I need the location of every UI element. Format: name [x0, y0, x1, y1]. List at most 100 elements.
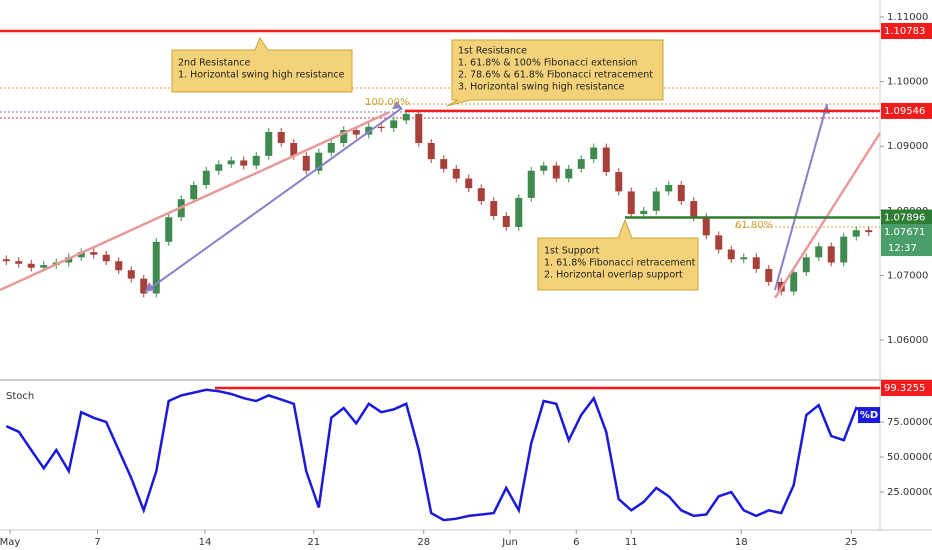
annotation-text: 2. Horizontal overlap support — [544, 270, 683, 281]
candle-body — [540, 165, 548, 171]
trend-line — [0, 110, 391, 292]
annotation-text: 3. Horizontal swing high resistance — [458, 82, 625, 93]
y-tick-label: 25.00000 — [887, 487, 932, 498]
candle-body — [90, 252, 98, 255]
candle-body — [502, 215, 510, 227]
candle-body — [490, 201, 498, 216]
candle-body — [2, 259, 10, 262]
candle-body — [615, 172, 623, 192]
candle-body — [290, 142, 298, 156]
candle-body — [377, 126, 385, 129]
candle-body — [240, 160, 248, 166]
candle-body — [227, 160, 235, 165]
y-tick-label: 1.09000 — [887, 141, 928, 152]
x-tick-label: 11 — [625, 537, 638, 548]
candle-body — [127, 270, 135, 279]
candle-body — [765, 268, 773, 282]
level-label-box — [881, 209, 932, 226]
last-price-label: 1.07671 — [884, 227, 925, 238]
candle-body — [102, 254, 110, 262]
candle-body — [677, 184, 685, 202]
candle-body — [690, 201, 698, 218]
series-label: %D — [860, 410, 878, 421]
candle-body — [515, 197, 523, 227]
x-tick-label: 6 — [573, 537, 579, 548]
annotation-text: 1. Horizontal swing high resistance — [178, 70, 345, 81]
candle-body — [552, 165, 560, 179]
candle-body — [577, 159, 585, 169]
candle-body — [815, 246, 823, 258]
countdown-label: 12:37 — [888, 243, 917, 254]
arrow-line — [774, 103, 828, 291]
x-tick-label: 21 — [307, 537, 320, 548]
x-tick-label: May — [0, 537, 20, 548]
candle-body — [352, 130, 360, 135]
candle-body — [790, 272, 798, 292]
indicator-name: Stoch — [6, 391, 34, 402]
trend-drawings — [0, 101, 882, 299]
candle-body — [427, 142, 435, 160]
candle-body — [165, 217, 173, 242]
candle-body — [327, 142, 335, 153]
level-label: 1.09546 — [884, 106, 925, 117]
x-tick-label: 28 — [417, 537, 430, 548]
candle-body — [590, 147, 598, 160]
trend-line — [773, 132, 882, 299]
candle-body — [15, 261, 23, 264]
candle-body — [752, 257, 760, 269]
candle-body — [452, 168, 460, 179]
candle-body — [252, 155, 260, 166]
candle-body — [140, 278, 148, 294]
stoch-line — [5, 388, 870, 522]
candle-body — [827, 246, 835, 263]
candle-body — [702, 217, 710, 236]
candle-body — [715, 235, 723, 250]
candle-body — [652, 191, 660, 211]
candle-body — [77, 252, 85, 258]
candle-body — [190, 184, 198, 200]
x-tick-label: 18 — [735, 537, 748, 548]
x-tick-label: Jun — [501, 537, 518, 548]
candle-body — [627, 191, 635, 215]
annotation-text: 1. 61.8% & 100% Fibonacci extension — [458, 58, 637, 69]
candle-body — [527, 170, 535, 198]
candle-body — [277, 131, 285, 143]
level-label: 1.07896 — [884, 213, 925, 224]
annotation-text: 1st Resistance — [458, 46, 527, 57]
candle-body — [40, 265, 48, 268]
candle-body — [302, 155, 310, 171]
y-tick-label: 1.06000 — [887, 335, 928, 346]
candle-body — [740, 257, 748, 260]
x-tick-label: 7 — [94, 537, 100, 548]
candle-body — [465, 178, 473, 189]
level-label-box — [881, 379, 932, 396]
series-label-box — [858, 407, 880, 424]
candle-body — [340, 130, 348, 143]
callout-box — [446, 39, 664, 107]
candle-body — [152, 241, 160, 294]
annotation-text: 1st Support — [544, 246, 600, 257]
candle-body — [315, 152, 323, 171]
annotation-text: 2nd Resistance — [178, 58, 250, 69]
annotation-text: 2. 78.6% & 61.8% Fibonacci retracement — [458, 70, 653, 81]
candle-body — [402, 113, 410, 121]
candle-body — [565, 168, 573, 179]
candle-body — [665, 184, 673, 192]
candle-body — [115, 261, 123, 271]
level-label: 99.3255 — [884, 383, 925, 394]
candle-body — [202, 170, 210, 185]
level-label: 1.10783 — [884, 26, 925, 37]
candle-body — [215, 164, 223, 171]
candle-body — [390, 120, 398, 129]
y-tick-label: 1.10000 — [887, 77, 928, 88]
candle-body — [802, 257, 810, 273]
candle-body — [265, 131, 273, 156]
x-tick-label: 14 — [199, 537, 212, 548]
y-tick-label: 50.00000 — [887, 452, 932, 463]
y-tick-label: 75.00000 — [887, 417, 932, 428]
fib-label: 61.80% — [735, 220, 773, 231]
arrow-line — [144, 107, 403, 293]
fib-label: 100.00% — [365, 97, 410, 108]
candle-body — [477, 188, 485, 202]
